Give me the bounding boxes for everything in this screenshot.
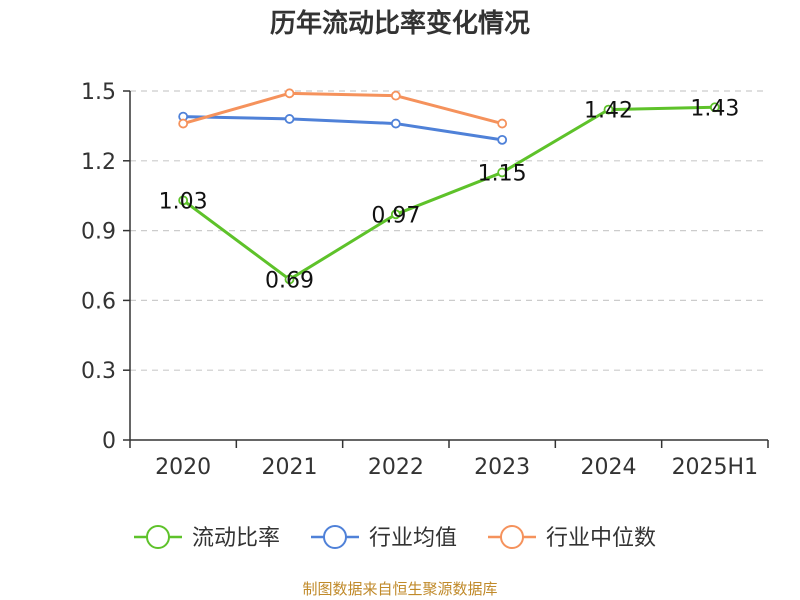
y-tick-label: 0 — [102, 429, 116, 454]
y-tick-label: 1.5 — [81, 80, 116, 105]
data-label: 1.03 — [159, 189, 208, 214]
series-line — [182, 105, 715, 281]
x-tick-label: 2020 — [155, 455, 211, 480]
x-tick-label: 2022 — [368, 455, 424, 480]
chart-title: 历年流动比率变化情况 — [270, 8, 530, 39]
data-point — [497, 134, 508, 145]
legend-label: 流动比率 — [192, 526, 280, 551]
data-point — [390, 90, 401, 101]
data-point — [709, 102, 720, 113]
data-label: 0.69 — [265, 268, 314, 293]
data-point — [497, 118, 508, 129]
y-tick-label: 1.2 — [81, 150, 116, 175]
legend-label: 行业中位数 — [546, 526, 656, 551]
data-point — [284, 114, 295, 124]
legend-marker — [323, 525, 347, 549]
data-label: 0.97 — [371, 203, 420, 228]
legend-marker — [146, 525, 170, 549]
legend-marker — [500, 525, 524, 549]
x-tick-label: 2021 — [262, 455, 318, 480]
series-line — [183, 115, 503, 142]
data-point — [284, 274, 295, 285]
x-tick-label: 2024 — [581, 455, 637, 480]
data-label: 1.15 — [478, 161, 527, 186]
y-tick-label: 0.6 — [81, 289, 116, 314]
legend: 流动比率 行业均值 行业中位数 — [134, 525, 656, 551]
series-lines — [178, 88, 720, 285]
x-tick-label: 2023 — [474, 455, 530, 480]
data-point — [390, 209, 401, 220]
gridlines — [130, 90, 768, 371]
data-point — [178, 118, 189, 129]
axes: 0 0.3 0.6 0.9 1.2 1.5 2020 2021 2022 2023 2024 2025… — [81, 80, 769, 480]
data-point — [284, 88, 295, 99]
source-note: 制图数据来自恒生聚源数据库 — [302, 580, 497, 598]
data-point — [603, 104, 614, 115]
x-tick-label: 2025H1 — [672, 455, 759, 480]
series-line — [182, 91, 503, 126]
data-label: 1.43 — [690, 96, 739, 121]
data-labels: 1.03 0.69 0.97 1.15 1.42 1.43 — [159, 96, 740, 293]
y-tick-label: 0.3 — [81, 359, 116, 384]
data-point — [497, 167, 508, 178]
data-point — [178, 195, 189, 206]
legend-label: 行业均值 — [369, 526, 457, 551]
data-point — [390, 118, 401, 129]
y-tick-label: 0.9 — [81, 220, 116, 245]
data-label: 1.42 — [584, 99, 633, 124]
